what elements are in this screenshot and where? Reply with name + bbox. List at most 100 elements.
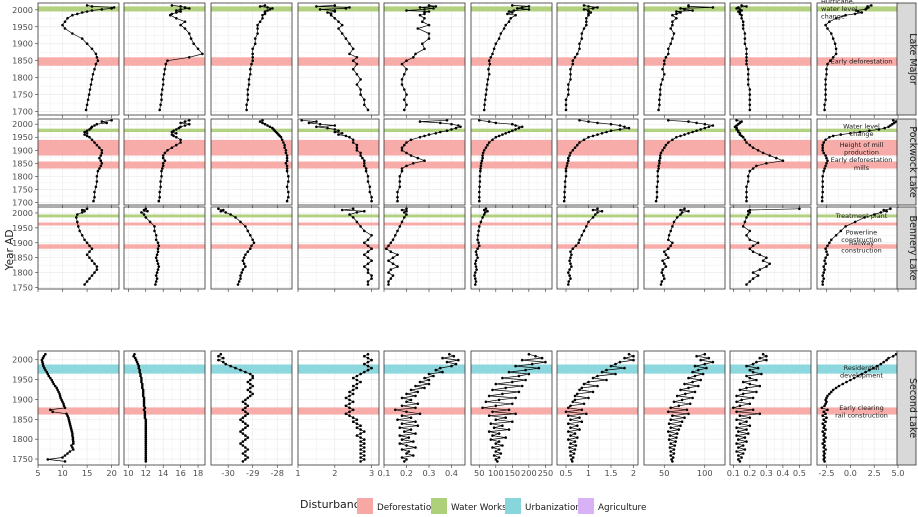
data-point — [156, 262, 160, 266]
data-point — [396, 253, 399, 256]
data-point — [756, 241, 760, 245]
data-point — [188, 56, 191, 59]
data-point — [154, 234, 158, 237]
data-point — [258, 120, 262, 123]
data-point — [491, 388, 494, 392]
data-point — [366, 108, 370, 112]
data-point — [507, 10, 511, 13]
data-point — [161, 167, 164, 170]
data-point — [839, 229, 843, 233]
data-point — [405, 103, 408, 107]
data-point — [366, 360, 370, 364]
panel-0-7 — [643, 2, 726, 116]
data-point — [585, 17, 588, 20]
x-tick-label: -30 — [221, 468, 234, 478]
data-point — [474, 280, 478, 283]
data-point — [41, 362, 45, 366]
data-point — [355, 146, 359, 149]
data-point — [222, 208, 225, 212]
legend-label: Urbanization — [525, 503, 581, 513]
data-point — [573, 56, 577, 59]
data-point — [90, 47, 94, 51]
data-point — [743, 42, 747, 45]
y-axes: 1700175018001850190019502000170017501800… — [12, 5, 38, 464]
data-point — [414, 406, 417, 410]
disturbance-band — [557, 161, 638, 169]
data-point — [745, 420, 748, 424]
data-point — [569, 450, 572, 453]
data-point — [571, 400, 575, 404]
data-point — [457, 358, 460, 362]
data-point — [823, 440, 826, 443]
data-point — [745, 195, 748, 199]
data-point — [824, 83, 827, 86]
data-point — [481, 216, 484, 219]
data-point — [825, 396, 828, 400]
data-point — [578, 416, 581, 420]
data-point — [258, 5, 262, 8]
panel-border — [37, 118, 120, 206]
data-point — [140, 378, 143, 382]
disturbance-band — [384, 128, 465, 133]
data-point — [587, 380, 590, 384]
data-point — [735, 418, 738, 422]
data-point — [156, 250, 160, 253]
data-point — [142, 213, 146, 216]
data-point — [160, 98, 163, 101]
data-point — [154, 283, 157, 286]
data-point — [839, 133, 843, 136]
data-point — [61, 456, 64, 459]
data-point — [563, 185, 567, 189]
data-point — [891, 122, 894, 126]
data-point — [761, 352, 765, 356]
data-point — [427, 382, 431, 386]
data-point — [494, 135, 498, 139]
data-point — [474, 259, 478, 263]
x-tick-label: -28 — [271, 468, 284, 478]
data-point — [821, 175, 824, 178]
data-point — [183, 6, 187, 9]
data-point — [355, 143, 359, 147]
disturbance-band — [557, 128, 638, 133]
data-point — [484, 146, 488, 149]
data-point — [85, 241, 89, 245]
data-point — [576, 52, 579, 56]
data-point — [667, 238, 670, 242]
data-point — [828, 392, 831, 396]
data-point — [405, 9, 408, 12]
data-point — [396, 229, 399, 233]
data-point — [418, 380, 422, 384]
data-point — [660, 280, 664, 283]
data-point — [823, 444, 826, 447]
data-point — [261, 121, 264, 125]
data-point — [487, 73, 491, 76]
data-point — [454, 126, 458, 130]
data-point — [72, 440, 75, 443]
data-point — [366, 250, 370, 253]
data-point — [494, 442, 498, 445]
data-point — [246, 424, 250, 428]
data-point — [618, 360, 622, 364]
data-point — [90, 138, 94, 142]
data-point — [366, 180, 370, 183]
data-point — [582, 8, 586, 11]
data-point — [514, 396, 517, 400]
x-tick-label: 2 — [332, 468, 337, 478]
data-point — [703, 352, 707, 356]
data-point — [44, 352, 47, 356]
data-point — [891, 119, 895, 122]
data-point — [266, 9, 269, 12]
data-point — [514, 124, 517, 127]
data-point — [414, 394, 417, 398]
data-point — [359, 428, 362, 431]
disturbance-band — [124, 407, 205, 415]
data-point — [454, 362, 458, 366]
data-point — [179, 8, 182, 11]
data-point — [576, 143, 579, 147]
data-point — [71, 32, 74, 35]
data-point — [364, 169, 368, 173]
data-point — [405, 213, 408, 216]
data-point — [249, 382, 252, 386]
